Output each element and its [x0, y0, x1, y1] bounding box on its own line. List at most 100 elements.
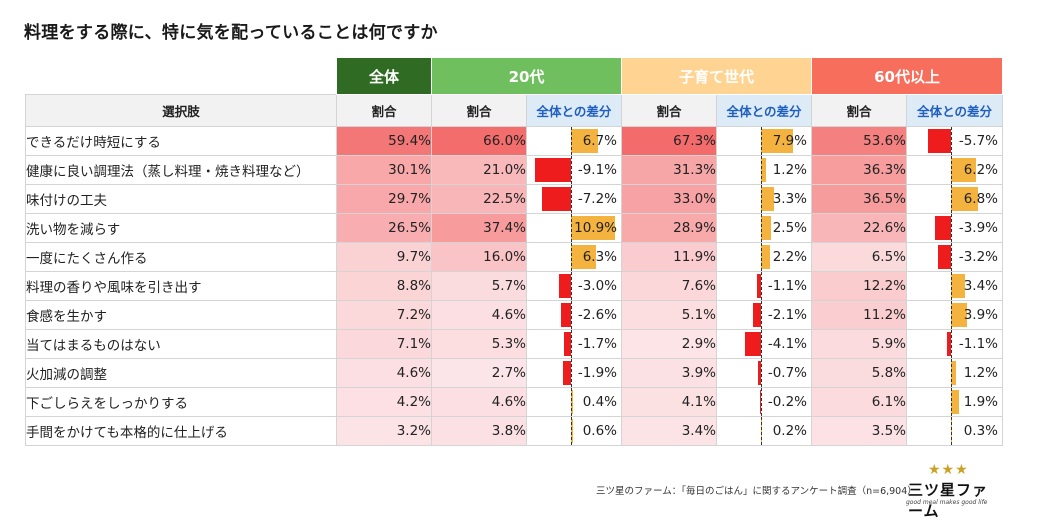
- zero-axis: [951, 272, 953, 300]
- diff-value: 6.3%: [582, 249, 617, 265]
- row-label: 一度にたくさん作る: [25, 242, 337, 272]
- ratio-all: 4.2%: [336, 387, 432, 417]
- ratio-all: 59.4%: [336, 126, 432, 156]
- zero-axis: [761, 417, 762, 445]
- group-header-60s: 60代以上: [811, 57, 1004, 95]
- diff-bar: [571, 129, 598, 153]
- diff-value: -1.1%: [958, 336, 999, 352]
- row-label: 火加減の調整: [25, 358, 337, 388]
- ratio-60s: 3.5%: [811, 416, 908, 446]
- diff-value: 1.2%: [963, 365, 999, 381]
- diff-bar: [951, 187, 979, 211]
- diff-20s: 6.7%: [526, 126, 622, 156]
- zero-axis: [951, 243, 953, 271]
- diff-60s: -3.2%: [906, 242, 1004, 272]
- row-label: 食感を生かす: [25, 300, 337, 330]
- header-ratio-60s: 割合: [811, 94, 908, 127]
- diff-parents: 2.5%: [715, 213, 813, 243]
- zero-axis: [571, 156, 572, 184]
- diff-60s: -5.7%: [906, 126, 1004, 156]
- diff-20s: -2.6%: [526, 300, 622, 330]
- diff-value: 6.8%: [963, 191, 999, 207]
- ratio-parents: 11.9%: [621, 242, 717, 272]
- ratio-20s: 37.4%: [431, 213, 527, 243]
- diff-bar: [563, 361, 571, 385]
- ratio-all: 7.1%: [336, 329, 432, 359]
- diff-value: 0.6%: [582, 423, 617, 439]
- diff-bar: [761, 187, 775, 211]
- diff-bar: [756, 274, 761, 298]
- ratio-20s: 5.3%: [431, 329, 527, 359]
- ratio-20s: 4.6%: [431, 387, 527, 417]
- header-ratio-20s: 割合: [431, 94, 527, 127]
- diff-parents: -4.1%: [715, 329, 813, 359]
- ratio-20s: 16.0%: [431, 242, 527, 272]
- group-header-parents: 子育て世代: [620, 57, 813, 95]
- row-label: 料理の香りや風味を引き出す: [25, 271, 337, 301]
- zero-axis: [571, 272, 572, 300]
- ratio-parents: 67.3%: [621, 126, 717, 156]
- diff-value: -2.6%: [577, 307, 617, 323]
- group-header-blank: [25, 57, 337, 95]
- group-header-all: 全体: [336, 57, 432, 95]
- ratio-20s: 22.5%: [431, 184, 527, 214]
- diff-bar: [752, 303, 761, 327]
- ratio-20s: 2.7%: [431, 358, 527, 388]
- diff-value: -5.7%: [958, 133, 999, 149]
- ratio-60s: 22.6%: [811, 213, 908, 243]
- brand-logo: ★★★ 三ツ星ファーム good meal makes good life: [906, 462, 1000, 520]
- diff-bar: [560, 303, 571, 327]
- diff-value: -0.7%: [767, 365, 808, 381]
- diff-bar: [559, 274, 571, 298]
- zero-axis: [761, 272, 762, 300]
- ratio-all: 29.7%: [336, 184, 432, 214]
- logo-tagline: good meal makes good life: [906, 499, 988, 506]
- diff-value: 1.2%: [772, 162, 808, 178]
- diff-60s: -3.9%: [906, 213, 1004, 243]
- table-row: 一度にたくさん作る 9.7% 16.0% 6.3% 11.9% 2.2% 6.5% -3.2%: [25, 242, 1004, 272]
- ratio-60s: 36.5%: [811, 184, 908, 214]
- table-body: できるだけ時短にする 59.4% 66.0% 6.7% 67.3% 7.9% 53.6% -5…: [25, 126, 1004, 446]
- zero-axis: [571, 388, 572, 416]
- group-header-20s: 20代: [431, 57, 622, 95]
- diff-value: -7.2%: [577, 191, 617, 207]
- diff-20s: 10.9%: [526, 213, 622, 243]
- source-note: 三ツ星のファーム：「毎日のごはん」に関するアンケート調査（n=6,904）: [596, 486, 917, 497]
- zero-axis: [761, 330, 762, 358]
- diff-bar: [760, 390, 761, 414]
- ratio-all: 26.5%: [336, 213, 432, 243]
- ratio-20s: 3.8%: [431, 416, 527, 446]
- diff-value: 7.9%: [772, 133, 808, 149]
- diff-bar: [761, 216, 771, 240]
- zero-axis: [951, 214, 953, 242]
- ratio-parents: 7.6%: [621, 271, 717, 301]
- page-title: 料理をする際に、特に気を配っていることは何ですか: [24, 23, 438, 43]
- sub-header-row: 選択肢 割合 割合 全体との差分 割合 全体との差分 割合 全体との差分: [25, 94, 1004, 127]
- zero-axis: [761, 388, 762, 416]
- diff-value: -1.7%: [577, 336, 617, 352]
- diff-20s: -7.2%: [526, 184, 622, 214]
- row-label: 健康に良い調理法（蒸し料理・焼き料理など）: [25, 155, 337, 185]
- zero-axis: [761, 185, 762, 213]
- diff-value: -9.1%: [577, 162, 617, 178]
- zero-axis: [761, 127, 762, 155]
- zero-axis: [761, 156, 762, 184]
- diff-bar: [951, 274, 965, 298]
- diff-bar: [928, 129, 951, 153]
- diff-60s: 3.9%: [906, 300, 1004, 330]
- ratio-60s: 5.9%: [811, 329, 908, 359]
- zero-axis: [571, 185, 572, 213]
- table-row: 料理の香りや風味を引き出す 8.8% 5.7% -3.0% 7.6% -1.1% 12.2%…: [25, 271, 1004, 301]
- zero-axis: [761, 359, 762, 387]
- diff-value: -1.1%: [767, 278, 808, 294]
- table-row: 手間をかけても本格的に仕上げる 3.2% 3.8% 0.6% 3.4% 0.2% 3.5% 0…: [25, 416, 1004, 446]
- zero-axis: [951, 330, 953, 358]
- diff-60s: 6.2%: [906, 155, 1004, 185]
- ratio-parents: 4.1%: [621, 387, 717, 417]
- survey-table: 全体 20代 子育て世代 60代以上 選択肢 割合 割合 全体との差分 割合 全…: [25, 57, 1004, 446]
- ratio-all: 3.2%: [336, 416, 432, 446]
- zero-axis: [951, 301, 953, 329]
- diff-bar: [542, 187, 571, 211]
- diff-20s: -1.9%: [526, 358, 622, 388]
- header-diff-20s: 全体との差分: [526, 94, 622, 127]
